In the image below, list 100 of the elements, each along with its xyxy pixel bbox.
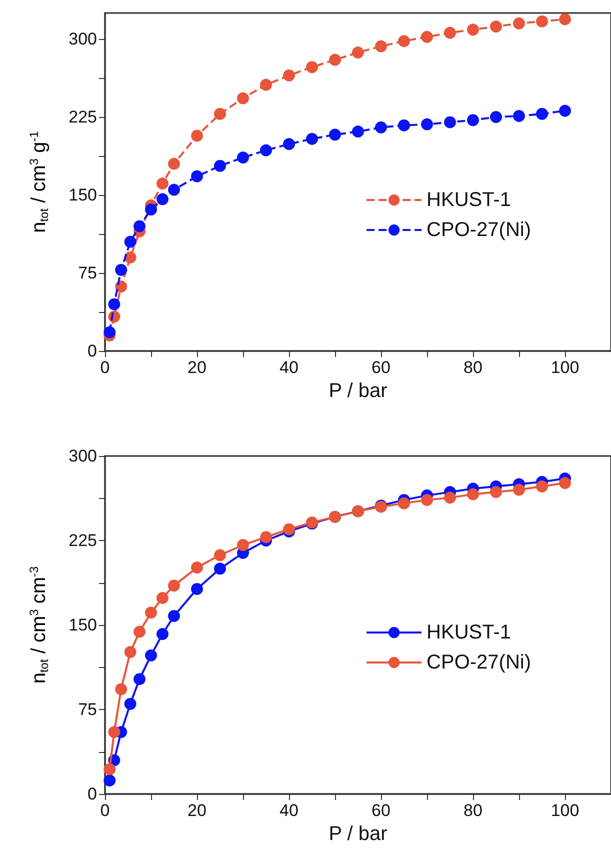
point <box>168 184 180 196</box>
point <box>145 606 157 619</box>
point <box>536 108 548 120</box>
point <box>352 46 364 59</box>
point <box>156 628 168 640</box>
point <box>104 326 116 338</box>
point <box>283 69 295 82</box>
point <box>115 683 128 696</box>
x-tick-label: 0 <box>100 801 110 820</box>
point <box>214 562 226 575</box>
point <box>156 193 168 206</box>
point <box>329 128 341 141</box>
point <box>536 480 548 492</box>
point <box>398 119 410 132</box>
point <box>260 531 272 544</box>
point <box>168 158 180 170</box>
point <box>156 178 168 190</box>
x-axis-title: P / bar <box>328 380 388 402</box>
point <box>156 592 168 604</box>
point <box>115 264 128 276</box>
point <box>421 118 433 130</box>
point <box>104 763 116 776</box>
point <box>283 138 295 150</box>
point <box>214 108 226 120</box>
legend-label: CPO-27(Ni) <box>426 219 531 241</box>
point <box>490 20 502 33</box>
point <box>260 144 272 156</box>
x-tick-label: 100 <box>550 358 580 377</box>
point <box>104 774 116 786</box>
point <box>421 494 433 506</box>
point <box>191 562 203 574</box>
point <box>134 626 146 638</box>
x-tick-label: 60 <box>372 801 390 820</box>
x-tick-label: 40 <box>280 358 298 377</box>
point <box>513 17 525 30</box>
point <box>191 130 203 142</box>
point <box>168 580 180 592</box>
x-tick-label: 20 <box>188 358 206 377</box>
point <box>145 649 157 662</box>
y-axis-title: ntot / cm3 cm-3 <box>27 566 51 684</box>
point <box>124 646 136 658</box>
legend-label: HKUST-1 <box>426 622 512 644</box>
point <box>467 488 479 500</box>
point <box>490 111 502 123</box>
point <box>306 132 318 145</box>
point <box>237 152 249 164</box>
point <box>108 726 120 738</box>
point <box>536 15 548 28</box>
point <box>559 104 571 117</box>
point <box>214 549 226 562</box>
point <box>237 92 249 104</box>
y-tick-label: 150 <box>68 616 97 634</box>
point <box>134 220 146 232</box>
point <box>490 486 502 498</box>
y-tick-label: 300 <box>68 446 97 466</box>
x-tick-label: 20 <box>188 801 206 820</box>
point <box>513 110 525 122</box>
point <box>375 40 387 52</box>
point <box>168 610 180 622</box>
point <box>306 61 318 74</box>
point <box>260 78 272 91</box>
point <box>398 497 410 510</box>
point <box>559 13 571 26</box>
point <box>352 126 364 138</box>
x-tick-label: 40 <box>280 801 298 820</box>
legend-label: CPO-27(Ni) <box>426 652 531 674</box>
point <box>329 54 341 66</box>
point <box>214 160 226 172</box>
point <box>124 698 136 710</box>
point <box>559 477 571 490</box>
point <box>467 24 479 36</box>
y-axis-title: ntot / cm3 g-1 <box>27 130 51 233</box>
point <box>444 26 456 39</box>
y-tick-label: 225 <box>68 108 97 126</box>
x-tick-label: 80 <box>464 801 482 820</box>
point <box>513 484 525 496</box>
y-tick-label: 75 <box>78 700 97 719</box>
point <box>191 170 203 182</box>
point <box>145 204 157 216</box>
y-tick-label: 225 <box>68 531 97 550</box>
point <box>375 121 387 134</box>
point <box>124 251 136 264</box>
point <box>124 236 136 248</box>
x-axis-title: P / bar <box>328 823 388 845</box>
point <box>398 35 410 48</box>
point <box>444 116 456 128</box>
x-tick-label: 60 <box>372 358 390 377</box>
point <box>467 114 479 126</box>
x-tick-label: 100 <box>550 801 580 820</box>
point <box>421 30 433 43</box>
y-tick-label: 0 <box>88 784 97 804</box>
x-tick-label: 0 <box>100 358 110 377</box>
legend-label: HKUST-1 <box>426 189 512 211</box>
point <box>134 673 146 686</box>
point <box>191 582 203 595</box>
x-tick-label: 80 <box>464 358 482 377</box>
point <box>444 492 456 504</box>
point <box>237 539 249 552</box>
y-tick-label: 75 <box>78 264 97 282</box>
y-tick-label: 300 <box>68 30 97 48</box>
